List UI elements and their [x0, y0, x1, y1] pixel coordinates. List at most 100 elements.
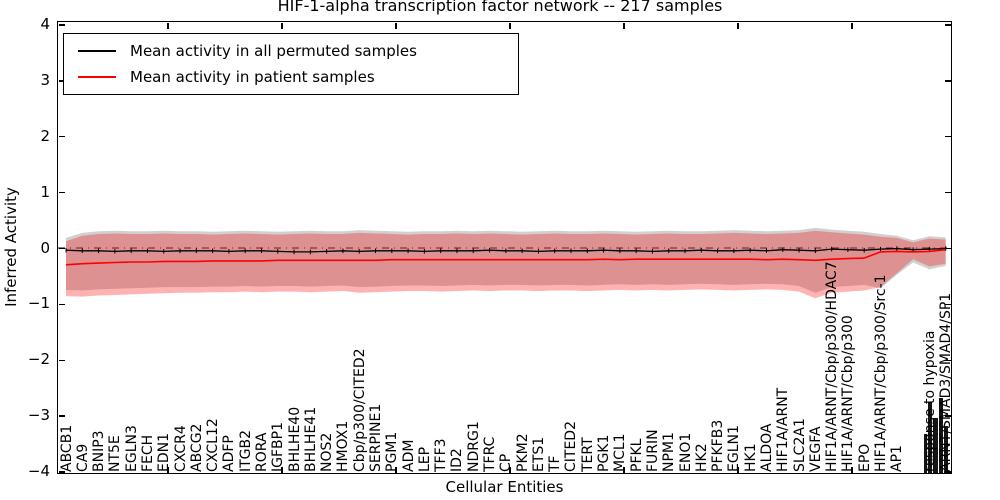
x-tick-label: IGFBP1: [270, 422, 287, 472]
mean-line-1: [65, 248, 946, 266]
y-tick-label: 4: [40, 14, 50, 33]
x-tick-mark: [509, 22, 511, 29]
x-tick-label: CITED2: [563, 421, 580, 472]
x-tick-label: TERT: [579, 437, 596, 472]
y-tick-mark: [58, 24, 65, 26]
x-tick-label: TFF3: [433, 438, 450, 472]
x-tick-label: HIF1A/ARNT/Cbp/p300/Src-1: [873, 274, 889, 472]
x-tick-label: NOS2: [319, 432, 336, 472]
y-tick-mark: [58, 135, 65, 138]
x-tick-label: BNIP3: [91, 430, 108, 472]
x-tick-label: ABCG2: [188, 423, 205, 472]
x-tick-label: ENO1: [677, 432, 694, 472]
x-tick-label: CXCR4: [172, 425, 189, 472]
smudge-bar: [933, 418, 938, 473]
x-tick-label: ALDOA: [758, 423, 775, 472]
legend-line-sample-patient: [78, 76, 116, 78]
x-tick-mark: [851, 22, 853, 29]
y-tick-label: −4: [27, 462, 50, 481]
y-tick-label: −3: [27, 406, 50, 425]
x-tick-label: BHLHE40: [286, 406, 303, 472]
y-tick-mark: [944, 191, 951, 194]
x-tick-label: Cbp/p300/CITED2: [351, 348, 368, 472]
smudge-bar: [924, 434, 927, 473]
y-tick-label: 0: [40, 238, 50, 257]
x-tick-label: TF: [547, 455, 564, 472]
legend-label-permuted: Mean activity in all permuted samples: [130, 42, 417, 60]
x-tick-label: SLC2A1: [791, 418, 808, 472]
x-tick-label: PFKFB3: [710, 419, 727, 472]
x-axis-label: Cellular Entities: [445, 478, 564, 496]
x-tick-mark: [281, 466, 283, 473]
y-tick-label: 3: [40, 70, 50, 89]
y-tick-mark: [944, 415, 951, 417]
x-tick-label: MCL1: [612, 433, 629, 472]
plot-area: [57, 21, 952, 474]
y-tick-mark: [58, 247, 65, 250]
x-tick-label: CA9: [74, 443, 91, 472]
y-tick-mark: [944, 359, 951, 362]
legend: Mean activity in all permuted samples Me…: [63, 33, 519, 95]
chart-canvas: [58, 227, 950, 299]
y-tick-mark: [58, 191, 65, 194]
x-tick-label: EGLN3: [123, 425, 140, 472]
x-tick-label: NDRG1: [465, 421, 482, 472]
y-tick-mark: [58, 415, 65, 417]
x-tick-label: HMOX1: [335, 420, 352, 472]
x-tick-label: PKM2: [514, 433, 531, 472]
x-tick-label: HIF1A/ARNT: [775, 387, 792, 472]
y-tick-label: −1: [27, 294, 50, 313]
y-tick-label: −2: [27, 350, 50, 369]
y-tick-mark: [944, 247, 951, 250]
x-tick-label: CXCL12: [205, 418, 222, 472]
y-tick-mark: [58, 80, 65, 82]
smudge-bar: [944, 426, 948, 473]
x-tick-label: HK1: [742, 443, 759, 472]
y-tick-mark: [944, 135, 951, 138]
y-tick-mark: [58, 303, 65, 306]
band-1: [66, 230, 946, 299]
x-tick-label: ITGB2: [237, 429, 254, 472]
y-tick-label: 2: [40, 126, 50, 145]
x-tick-label: TFRC: [482, 436, 499, 472]
x-tick-mark: [281, 22, 283, 29]
x-tick-label: BHLHE41: [302, 406, 319, 472]
x-tick-label: ABCB1: [58, 424, 75, 472]
x-tick-mark: [737, 22, 739, 29]
y-tick-mark: [944, 24, 951, 26]
x-tick-label: SERPINE1: [368, 403, 384, 472]
x-tick-label: CP: [498, 453, 515, 472]
x-tick-label: FURIN: [644, 429, 661, 472]
y-tick-mark: [58, 471, 65, 473]
x-tick-label: HK2: [693, 443, 710, 472]
x-tick-label: HIF1A/ARNT/Cbp/p300: [840, 315, 857, 472]
mean-line-0: [65, 247, 946, 253]
x-tick-label: PGK1: [596, 434, 613, 472]
x-tick-mark: [167, 22, 169, 29]
x-tick-label: RORA: [253, 432, 270, 472]
x-tick-label: PFKL: [628, 438, 645, 472]
x-tick-label: NT5E: [107, 435, 124, 472]
legend-line-sample-permuted: [78, 50, 116, 52]
x-tick-mark: [167, 466, 169, 473]
x-tick-mark: [623, 22, 625, 29]
x-tick-mark: [737, 466, 739, 473]
x-tick-label: ID2: [449, 448, 466, 472]
x-tick-mark: [395, 466, 397, 473]
x-tick-label: EPO: [856, 443, 873, 472]
smudge-bar: [939, 398, 943, 473]
legend-entry-patient: Mean activity in patient samples: [64, 65, 518, 89]
x-tick-mark: [509, 466, 511, 473]
x-tick-label: ETS1: [530, 436, 547, 472]
x-tick-label: EDN1: [156, 432, 173, 472]
x-tick-label: PGM1: [384, 431, 401, 472]
x-tick-label: VEGFA: [807, 426, 824, 472]
x-tick-mark: [395, 22, 397, 29]
y-tick-mark: [944, 303, 951, 306]
x-tick-label: ADFP: [221, 435, 238, 472]
legend-label-patient: Mean activity in patient samples: [130, 68, 375, 86]
smudge-bar: [928, 402, 932, 473]
y-tick-label: 1: [40, 182, 50, 201]
x-tick-mark: [851, 466, 853, 473]
